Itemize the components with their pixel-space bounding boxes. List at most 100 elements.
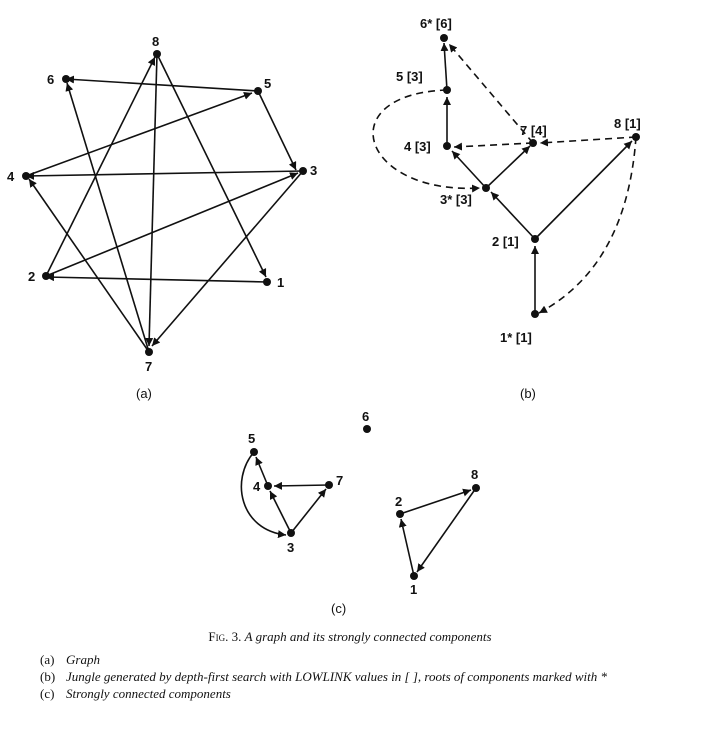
node-label: 2 [1]: [492, 234, 519, 249]
node-label: 8: [152, 34, 159, 49]
node-label: 5: [248, 431, 255, 446]
node-label: 7: [336, 473, 343, 488]
node-dot: [531, 310, 539, 318]
edge-b-3-7: [485, 145, 531, 189]
node-label: 1: [410, 582, 417, 597]
node-dot: [145, 348, 153, 356]
panel-c-nodes: 6 5 4 7 3 8 2 1: [248, 409, 480, 597]
node-label: 7 [4]: [520, 123, 547, 138]
panel-b-label: (b): [520, 386, 536, 401]
node-dot: [396, 510, 404, 518]
node-label: 5 [3]: [396, 69, 423, 84]
caption-item-text: Strongly connected components: [66, 686, 231, 701]
caption-title: Fig. 3. A graph and its strongly connect…: [40, 628, 660, 645]
node-dot: [440, 34, 448, 42]
caption-fig-number: Fig. 3.: [208, 629, 242, 644]
node-label: 6: [47, 72, 54, 87]
panel-b-edges: [372, 42, 637, 314]
node-label: 3* [3]: [440, 192, 472, 207]
node-dot: [254, 87, 262, 95]
node-label: 6: [362, 409, 369, 424]
edge-a-8-1: [156, 53, 267, 278]
node-dot: [325, 481, 333, 489]
caption-item-a: (a) Graph: [40, 651, 660, 668]
node-dot: [263, 278, 271, 286]
edge-a-2-3: [45, 172, 299, 277]
panel-a-edges: [25, 53, 304, 353]
edge-c-3-4: [269, 490, 292, 534]
edge-c-8-1: [416, 487, 477, 573]
panel-c-edges: [240, 451, 477, 577]
node-label: 1: [277, 275, 284, 290]
node-dot: [299, 167, 307, 175]
panel-a-nodes: 8 6 5 4 3 2 1 7: [7, 34, 317, 374]
node-label: 7: [145, 359, 152, 374]
edge-a-5-3: [257, 90, 297, 171]
node-dot: [22, 172, 30, 180]
caption-title-text: A graph and its strongly connected compo…: [244, 629, 492, 644]
edge-b-7-6: [448, 43, 534, 144]
node-dot: [443, 86, 451, 94]
edge-b-3-4: [451, 150, 487, 189]
edge-c-1-2: [398, 518, 415, 577]
figure-caption: Fig. 3. A graph and its strongly connect…: [40, 628, 660, 702]
edge-a-2-8: [45, 56, 156, 277]
edge-a-8-7: [145, 53, 158, 347]
caption-item-text: Graph: [66, 652, 100, 667]
node-dot: [482, 184, 490, 192]
edge-a-3-7: [151, 170, 304, 347]
node-label: 4 [3]: [404, 139, 431, 154]
node-label: 8: [471, 467, 478, 482]
caption-item-tag: (c): [40, 686, 55, 701]
node-dot: [42, 272, 50, 280]
node-label: 2: [28, 269, 35, 284]
edge-c-4-5: [255, 456, 269, 487]
node-dot: [250, 448, 258, 456]
node-label: 5: [264, 76, 271, 91]
panel-c-components: 6 5 4 7 3 8 2 1 (c): [240, 409, 480, 616]
node-label: 3: [310, 163, 317, 178]
caption-item-tag: (b): [40, 669, 56, 684]
edge-b-7-4: [453, 142, 534, 151]
panel-c-label: (c): [331, 601, 346, 616]
edge-a-7-4: [28, 178, 150, 353]
panel-a-label: (a): [136, 386, 152, 401]
node-dot: [531, 235, 539, 243]
edge-a-3-4: [25, 170, 304, 180]
edge-b-2-8: [534, 140, 633, 240]
node-label: 4: [253, 479, 261, 494]
node-dot: [62, 75, 70, 83]
caption-item-text: Jungle generated by depth-first search w…: [66, 669, 608, 684]
node-dot: [529, 139, 537, 147]
node-label: 3: [287, 540, 294, 555]
node-label: 4: [7, 169, 15, 184]
edge-b-5-6: [440, 42, 449, 91]
edge-c-5-3: [240, 451, 287, 539]
caption-item-tag: (a): [40, 652, 55, 667]
figure-diagram: 8 6 5 4 3 2 1 7 (a): [7, 16, 641, 616]
edge-c-3-7: [290, 488, 327, 534]
edge-a-7-6: [65, 82, 150, 353]
edge-a-4-5: [25, 92, 253, 177]
panel-b-nodes: 6* [6] 5 [3] 7 [4] 8 [1] 4 [3] 3* [3] 2 …: [396, 16, 641, 345]
node-dot: [472, 484, 480, 492]
node-dot: [264, 482, 272, 490]
caption-item-b: (b) Jungle generated by depth-first sear…: [40, 668, 660, 685]
panel-b-jungle: 6* [6] 5 [3] 7 [4] 8 [1] 4 [3] 3* [3] 2 …: [372, 16, 641, 401]
node-dot: [410, 572, 418, 580]
node-label: 1* [1]: [500, 330, 532, 345]
node-label: 6* [6]: [420, 16, 452, 31]
node-label: 8 [1]: [614, 116, 641, 131]
edge-b-8-7: [539, 136, 637, 147]
panel-a-graph: 8 6 5 4 3 2 1 7 (a): [7, 34, 317, 401]
node-dot: [153, 50, 161, 58]
edge-a-1-2: [45, 273, 268, 283]
caption-item-c: (c) Strongly connected components: [40, 685, 660, 702]
edge-b-5-3: [372, 89, 481, 193]
node-dot: [632, 133, 640, 141]
edge-c-7-4: [273, 481, 330, 490]
node-dot: [363, 425, 371, 433]
edge-a-5-6: [65, 75, 259, 92]
edge-b-8-1: [538, 136, 637, 314]
node-dot: [287, 529, 295, 537]
